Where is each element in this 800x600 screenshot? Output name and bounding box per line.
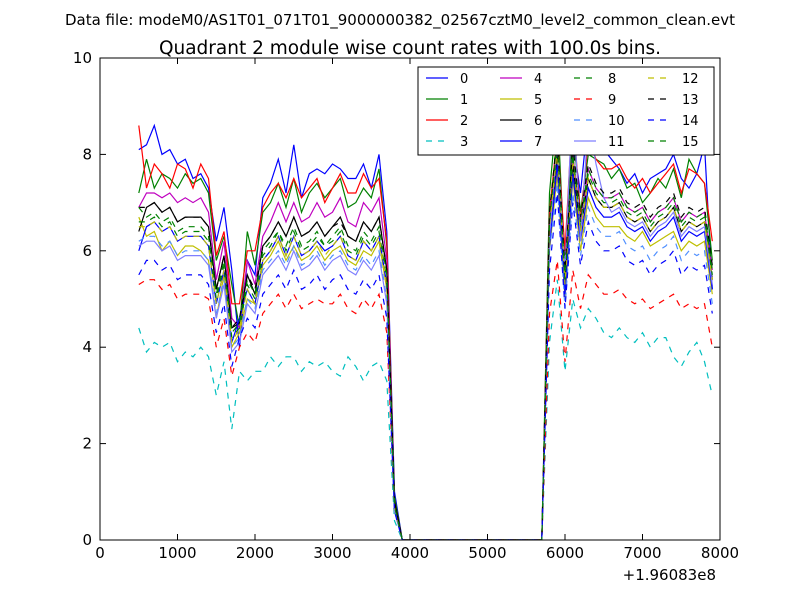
series-line-8 bbox=[138, 125, 713, 540]
legend-label-5: 5 bbox=[534, 93, 542, 108]
legend-box bbox=[417, 66, 715, 156]
x-tick-label: 1000 bbox=[158, 544, 196, 562]
legend-label-6: 6 bbox=[534, 114, 542, 129]
legend-label-0: 0 bbox=[460, 72, 468, 87]
legend-label-15: 15 bbox=[682, 135, 699, 150]
y-tick-label: 0 bbox=[82, 531, 92, 549]
x-tick-label: 2000 bbox=[236, 544, 274, 562]
series-layer bbox=[138, 91, 713, 540]
y-tick-label: 6 bbox=[82, 242, 92, 260]
legend-label-3: 3 bbox=[460, 135, 468, 150]
legend-label-8: 8 bbox=[608, 72, 616, 87]
series-line-3 bbox=[138, 279, 713, 540]
y-tick-label: 10 bbox=[73, 49, 92, 67]
x-tick-label: 4000 bbox=[391, 544, 429, 562]
series-line-15 bbox=[138, 139, 713, 540]
x-tick-label: 7000 bbox=[623, 544, 661, 562]
series-line-1 bbox=[138, 106, 713, 540]
legend-label-9: 9 bbox=[608, 93, 616, 108]
series-line-0 bbox=[138, 115, 713, 540]
legend-label-12: 12 bbox=[682, 72, 699, 87]
y-tick-label: 4 bbox=[82, 338, 92, 356]
series-line-12 bbox=[138, 149, 713, 540]
legend-label-14: 14 bbox=[682, 114, 699, 129]
legend-label-4: 4 bbox=[534, 72, 542, 87]
data-file-label: Data file: modeM0/AS1T01_071T01_90000003… bbox=[65, 11, 735, 30]
legend-label-2: 2 bbox=[460, 114, 468, 129]
legend-label-10: 10 bbox=[608, 114, 625, 129]
x-tick-label: 3000 bbox=[313, 544, 351, 562]
series-line-2 bbox=[138, 106, 713, 540]
series-line-4 bbox=[138, 144, 713, 540]
series-line-11 bbox=[138, 91, 713, 540]
series-line-5 bbox=[138, 173, 713, 540]
y-tick-label: 2 bbox=[82, 435, 92, 453]
legend-label-11: 11 bbox=[608, 135, 625, 150]
series-line-10 bbox=[138, 183, 713, 540]
chart-title: Quadrant 2 module wise count rates with … bbox=[159, 38, 661, 59]
legend-label-7: 7 bbox=[534, 135, 542, 150]
x-axis-offset-label: +1.96083e8 bbox=[623, 566, 716, 584]
y-tick-label: 8 bbox=[82, 145, 92, 163]
x-tick-label: 0 bbox=[95, 544, 105, 562]
series-line-7 bbox=[138, 163, 713, 540]
legend-label-1: 1 bbox=[460, 93, 468, 108]
x-tick-label: 5000 bbox=[468, 544, 506, 562]
x-tick-label: 6000 bbox=[546, 544, 584, 562]
x-tick-label: 8000 bbox=[701, 544, 739, 562]
legend-label-13: 13 bbox=[682, 93, 699, 108]
series-line-13 bbox=[138, 135, 713, 540]
series-line-14 bbox=[138, 192, 713, 540]
series-line-9 bbox=[138, 260, 713, 540]
